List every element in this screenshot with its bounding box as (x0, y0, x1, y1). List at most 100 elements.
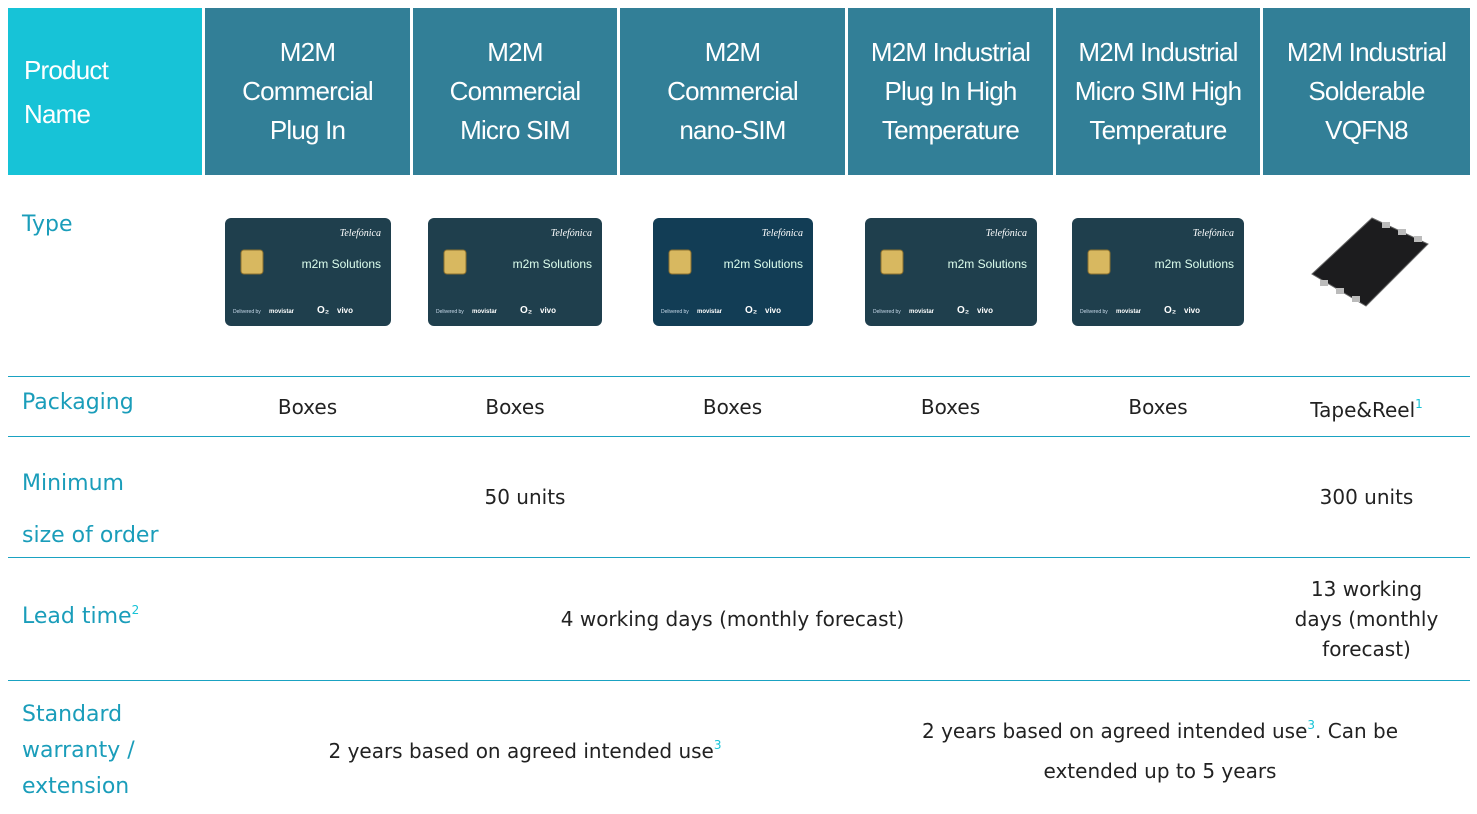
cell-text-tail: . Can be extended up to 5 years (1043, 718, 1398, 783)
card-partner: vivo (540, 306, 556, 315)
sim-chip (668, 249, 691, 275)
sim-chip (443, 249, 467, 275)
chip-pin (1414, 236, 1422, 242)
sim-card: Telefónica m2m Solutions Delivered by movis… (652, 218, 813, 326)
cell-text: Tape&Reel1 (1310, 389, 1423, 425)
chip-pin (1336, 288, 1344, 294)
header-line: Micro SIM (460, 115, 571, 145)
header-line: M2M (487, 37, 543, 67)
sim-chip (1087, 249, 1111, 275)
card-partner: vivo (977, 306, 993, 315)
row-label-text: Lead time (22, 604, 132, 629)
row-label-line: size of order (22, 523, 159, 548)
cell-text: Boxes (485, 394, 545, 419)
cell: 300 units (1319, 485, 1414, 509)
card-body (652, 218, 813, 326)
header-cell: M2M Industrial Plug In High Temperature (848, 8, 1053, 175)
card-partner: vivo (1184, 306, 1200, 315)
card-partner: O₂ (317, 305, 329, 316)
row-label: Minimum size of order (22, 458, 159, 562)
card-body (1072, 218, 1244, 326)
card-partner: vivo (765, 306, 781, 315)
row-label-line: Minimum (22, 471, 124, 496)
header-cell: M2M Commercial Plug In (205, 8, 410, 175)
card-partner: O₂ (745, 305, 757, 316)
header-line: M2M (704, 37, 761, 67)
footnote-ref: 3 (713, 737, 722, 752)
cell: 50 units (484, 485, 566, 509)
card-product: m2m Solutions (301, 257, 380, 271)
card-brand: Telefónica (985, 228, 1026, 239)
cell-text: Boxes (1128, 394, 1188, 419)
card-partner: movistar (1116, 309, 1142, 315)
chip-pin (1352, 296, 1360, 302)
row-label: Type (22, 212, 73, 237)
sim-chip (240, 249, 263, 275)
card-partner: O₂ (520, 305, 532, 316)
chip-pin (1382, 222, 1390, 228)
cell: Boxes (848, 377, 1053, 436)
header-line: M2M Industrial (1078, 37, 1238, 67)
row-divider (8, 376, 1470, 377)
row-divider (8, 680, 1470, 681)
cell: Boxes (413, 377, 617, 436)
cell: Tape&Reel1 (1263, 377, 1470, 436)
header-line: Temperature (881, 115, 1020, 145)
cell-text: 13 working days (monthly forecast) (1294, 577, 1439, 661)
card-product: m2m Solutions (513, 257, 592, 271)
chip-image (1311, 217, 1429, 307)
card-brand: Telefónica (339, 228, 380, 239)
header-cell: M2M Commercial Micro SIM (413, 8, 617, 175)
card-brand: Telefónica (1193, 228, 1234, 239)
row-label: Standard warranty / extension (22, 697, 135, 805)
cell-text-main: 2 years based on agreed intended use (328, 738, 714, 763)
card-partner: movistar (909, 309, 935, 315)
cell: Boxes (205, 377, 410, 436)
header-line: Plug In High (884, 76, 1017, 106)
chip-pin (1320, 280, 1328, 286)
card-delivered: Delivered by (873, 309, 901, 315)
header-cell: M2M Commercial nano-SIM (620, 8, 845, 175)
cell-text: Boxes (702, 394, 763, 419)
header-line: Micro SIM High (1074, 76, 1242, 106)
cell-text: 2 years based on agreed intended use3 (328, 730, 721, 766)
header-cell: M2M Industrial Micro SIM High Temperature (1056, 8, 1260, 175)
card-body (864, 218, 1037, 326)
sim-card: Telefónica m2m Solutions Delivered by movis… (224, 218, 391, 326)
sim-card: Telefónica m2m Solutions Delivered by movis… (864, 218, 1037, 326)
row-label-line: warranty / (22, 738, 135, 763)
row-label: Lead time2 (22, 603, 139, 629)
footnote-ref: 2 (131, 603, 140, 617)
header-line: Commercial (449, 76, 581, 106)
footnote-ref: 1 (1415, 396, 1423, 411)
card-partner: movistar (472, 309, 498, 315)
card-brand: Telefónica (551, 228, 592, 239)
cell-text: 2 years based on agreed intended use3. C… (880, 705, 1440, 791)
cell: 2 years based on agreed intended use3. C… (860, 681, 1460, 814)
header-label-cell: Product Name (8, 8, 202, 175)
card-partner: vivo (337, 306, 353, 315)
sim-card: Telefónica m2m Solutions Delivered by movis… (1072, 218, 1244, 326)
cell: 4 working days (monthly forecast) (560, 607, 905, 631)
header-line: Solderable (1308, 76, 1425, 106)
cell-text-main: 2 years based on agreed intended use (922, 718, 1308, 743)
header-line: Plug In (269, 115, 346, 145)
cell: Boxes (620, 377, 845, 436)
card-body (428, 218, 602, 326)
card-delivered: Delivered by (661, 309, 689, 315)
chip-body (1311, 217, 1429, 307)
cell: Boxes (1056, 377, 1260, 436)
row-label-line: extension (22, 774, 130, 799)
header-line: VQFN8 (1325, 115, 1408, 145)
card-product: m2m Solutions (947, 257, 1026, 271)
cell-text-main: Tape&Reel (1310, 397, 1416, 422)
header-line: Temperature (1089, 115, 1227, 145)
row-label-line: Standard (22, 702, 123, 727)
cell: 13 working days (monthly forecast) (1263, 558, 1470, 680)
header-line: M2M (279, 37, 336, 67)
sim-chip (880, 249, 903, 275)
card-body (224, 218, 391, 326)
card-delivered: Delivered by (233, 309, 261, 315)
row-divider (8, 436, 1470, 437)
